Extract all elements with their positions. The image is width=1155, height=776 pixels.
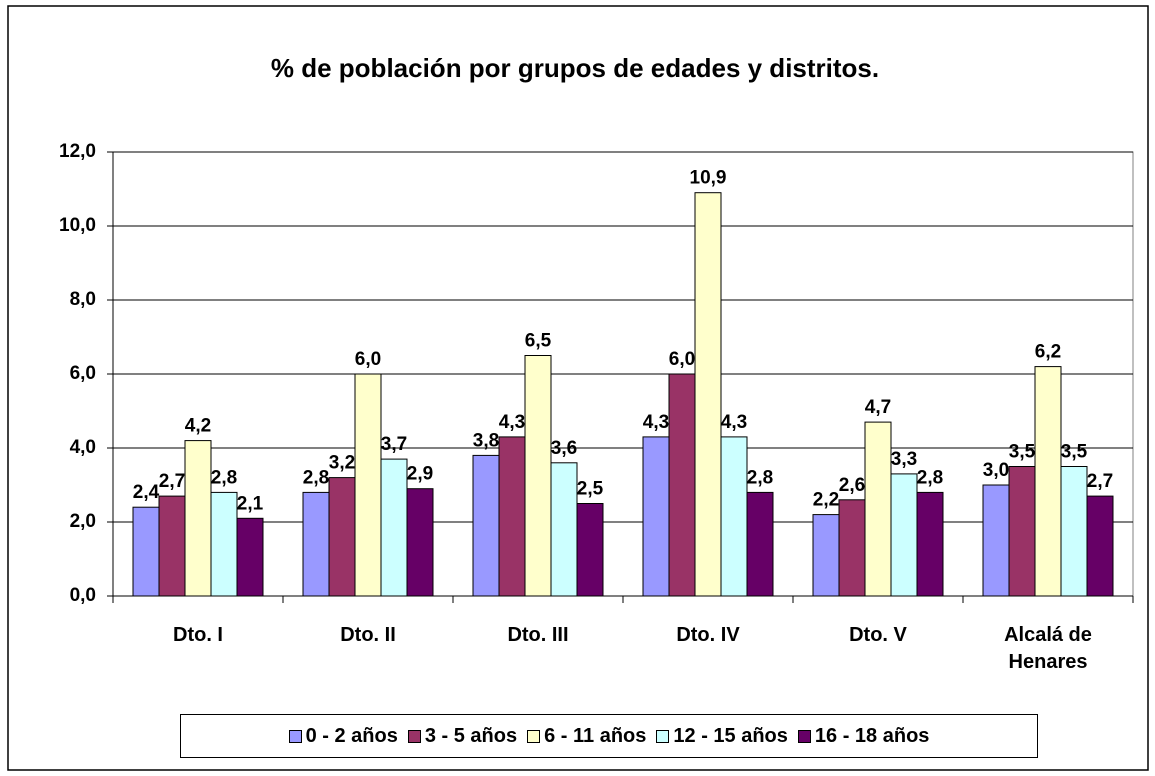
bar xyxy=(916,491,944,597)
bar xyxy=(694,192,722,597)
bar xyxy=(328,477,356,597)
data-label: 2,5 xyxy=(577,479,604,500)
legend-label: 0 - 2 años xyxy=(305,724,398,747)
bar xyxy=(354,373,382,597)
y-tick-label: 10,0 xyxy=(59,215,96,236)
data-label: 2,8 xyxy=(747,467,773,488)
bar xyxy=(210,491,238,597)
data-label: 2,7 xyxy=(159,471,185,492)
x-tick-label: Dto. III xyxy=(507,624,569,646)
data-label: 3,2 xyxy=(329,453,355,474)
bar xyxy=(550,462,578,597)
data-label: 3,6 xyxy=(551,438,577,459)
legend-swatch xyxy=(288,729,302,743)
data-label: 2,8 xyxy=(917,467,943,488)
bar xyxy=(1086,495,1114,597)
legend-item: 12 - 15 años xyxy=(656,725,788,748)
data-label: 6,5 xyxy=(525,331,552,352)
x-tick-label: Dto. II xyxy=(340,624,396,646)
bar xyxy=(1034,366,1062,597)
legend-item: 3 - 5 años xyxy=(407,724,518,748)
legend-label: 3 - 5 años xyxy=(424,724,518,747)
y-tick-label: 12,0 xyxy=(59,141,96,162)
legend-label: 16 - 18 años xyxy=(814,724,930,747)
y-tick-label: 4,0 xyxy=(70,437,96,458)
chart-title: % de población por grupos de edades y di… xyxy=(271,53,879,83)
bar xyxy=(1008,466,1036,597)
bar xyxy=(746,491,774,597)
legend-item: 16 - 18 años xyxy=(797,724,930,748)
data-label: 3,5 xyxy=(1009,442,1036,463)
x-tick-label: Dto. I xyxy=(173,624,223,646)
bar xyxy=(184,440,212,597)
bar xyxy=(720,436,748,597)
y-tick-label: 0,0 xyxy=(70,585,96,606)
data-label: 2,2 xyxy=(813,490,839,511)
bar xyxy=(524,355,552,597)
y-tick-label: 2,0 xyxy=(70,511,96,532)
legend-swatch xyxy=(527,729,541,743)
bar xyxy=(812,514,840,597)
bar xyxy=(576,503,604,597)
bar xyxy=(838,499,866,597)
data-label: 4,3 xyxy=(643,412,669,433)
data-label: 3,0 xyxy=(983,460,1009,481)
data-label: 4,3 xyxy=(499,412,525,433)
bar xyxy=(890,473,918,597)
bar xyxy=(982,484,1010,597)
data-label: 4,2 xyxy=(185,416,211,437)
bar xyxy=(302,491,330,597)
legend-item: 6 - 11 años xyxy=(527,725,646,748)
data-label: 3,7 xyxy=(381,434,407,455)
bar xyxy=(668,373,696,597)
bar xyxy=(236,517,264,597)
y-tick-label: 6,0 xyxy=(70,363,96,384)
data-label: 2,9 xyxy=(407,464,433,485)
data-label: 6,2 xyxy=(1035,342,1061,363)
bar xyxy=(158,495,186,597)
bar xyxy=(380,458,408,597)
legend-swatch xyxy=(656,729,670,743)
data-label: 4,3 xyxy=(721,412,747,433)
bar xyxy=(864,421,892,597)
data-label: 4,7 xyxy=(865,397,891,418)
data-label: 10,9 xyxy=(690,168,727,189)
data-label: 3,8 xyxy=(473,430,499,451)
legend-swatch xyxy=(797,729,811,743)
bar xyxy=(642,436,670,597)
x-tick-label: Alcalá de Henares xyxy=(1004,624,1092,673)
data-label: 2,6 xyxy=(839,475,865,496)
bar xyxy=(132,506,160,597)
legend-label: 12 - 15 años xyxy=(673,724,788,747)
bar xyxy=(498,436,526,597)
bar xyxy=(406,488,434,597)
data-label: 2,1 xyxy=(237,493,264,514)
data-label: 3,3 xyxy=(891,449,917,470)
x-tick-label: Dto. IV xyxy=(676,624,740,646)
data-label: 6,0 xyxy=(669,349,695,370)
y-tick-label: 8,0 xyxy=(70,289,96,310)
legend-label: 6 - 11 años xyxy=(544,724,647,747)
data-label: 6,0 xyxy=(355,349,381,370)
data-label: 2,4 xyxy=(133,482,160,503)
legend-swatch xyxy=(407,729,421,743)
legend-item: 0 - 2 años xyxy=(288,724,398,748)
data-label: 2,7 xyxy=(1087,471,1113,492)
bar xyxy=(472,454,500,597)
data-label: 3,5 xyxy=(1061,442,1088,463)
data-label: 2,8 xyxy=(211,467,237,488)
bar xyxy=(1060,466,1088,597)
x-tick-label: Dto. V xyxy=(849,624,907,646)
data-label: 2,8 xyxy=(303,467,329,488)
legend: 0 - 2 años 3 - 5 años 6 - 11 años 12 - 15 a… xyxy=(180,714,1038,758)
